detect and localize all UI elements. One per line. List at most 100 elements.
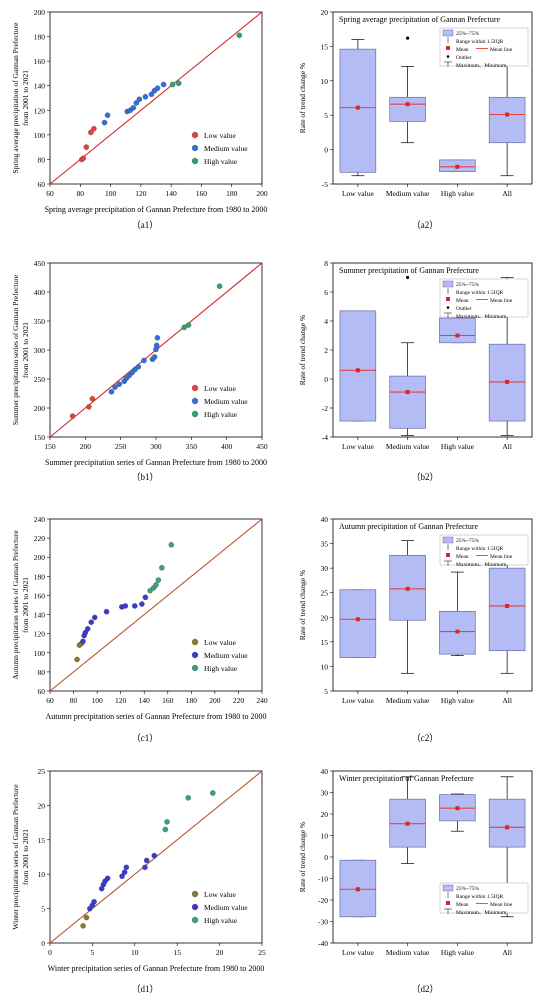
data-point: [104, 875, 111, 882]
legend-label: Range within 1.5IQR: [456, 546, 504, 552]
legend-label: Maximum、Minimum: [456, 562, 507, 568]
x-category-label: All: [502, 189, 512, 198]
x-category-label: All: [502, 948, 512, 957]
x-axis-label: Spring average precipitation of Gannan P…: [45, 205, 268, 214]
legend-marker: [191, 638, 199, 646]
plot-frame: [332, 518, 533, 692]
panel-a2: （a2） -5 0 5 10 15 20 Low value Medium value High …: [298, 8, 533, 230]
legend-marker: [191, 144, 199, 152]
x-axis-label: Summer precipitation series of Gannan Pr…: [45, 458, 267, 467]
panel-b2: （b2） -4 -2 0 2 4 6 8 Low value Medium value High v…: [298, 259, 533, 482]
y-tick-label: 15: [38, 836, 46, 845]
data-point: [130, 105, 137, 111]
legend-maxmin-swatch: [444, 560, 452, 566]
legend-label: 25%~75%: [456, 282, 480, 288]
legend-label: High value: [204, 410, 238, 419]
panel-c2: （c2） 5 10 15 20 25 30 35 40 Low value Medium value…: [298, 515, 533, 743]
legend-marker: [191, 903, 199, 911]
legend-maxmin-swatch: [444, 908, 452, 914]
data-point: [136, 96, 143, 102]
y-tick-label: 30: [321, 789, 329, 798]
x-tick-label: 80: [77, 189, 85, 198]
legend-label: Mean line: [490, 47, 513, 53]
legend-label: Low value: [204, 890, 237, 899]
legend-box: [439, 278, 529, 318]
y-tick-label: 20: [321, 8, 329, 17]
data-point: [103, 608, 110, 615]
data-point: [86, 404, 92, 410]
data-point: [139, 601, 145, 607]
mean-marker: [455, 629, 460, 634]
mean-marker: [505, 603, 510, 608]
y-tick-label: 60: [38, 180, 46, 189]
y-tick-label: 0: [41, 939, 45, 948]
legend-label: Mean line: [490, 902, 513, 908]
x-tick-label: 180: [226, 189, 238, 198]
data-point: [132, 603, 138, 609]
legend-label: Maximum、Minimum: [456, 63, 507, 69]
mean-marker: [355, 368, 360, 373]
x-tick-label: 150: [44, 442, 56, 451]
data-point: [69, 413, 76, 419]
data-point: [112, 384, 118, 390]
y-tick-label: -30: [318, 918, 328, 927]
legend-label: Outlier: [456, 306, 472, 312]
data-point: [83, 914, 90, 921]
data-point: [83, 144, 90, 150]
y-tick-label: 0: [324, 853, 328, 862]
legend-label: Mean: [456, 902, 469, 908]
legend-label: Medium value: [204, 651, 248, 660]
outlier-point: [406, 275, 410, 280]
mean-marker: [355, 617, 360, 622]
y-axis-label: Rate of trend change %: [298, 570, 307, 640]
legend-box: [439, 534, 529, 566]
y-tick-label: 180: [34, 572, 46, 581]
x-tick-label: 450: [256, 442, 268, 451]
data-point: [91, 898, 97, 905]
x-tick-label: 160: [162, 696, 174, 705]
x-category-label: High value: [441, 948, 475, 957]
y-tick-label: 2: [324, 346, 328, 355]
panel-caption: （d2）: [411, 984, 438, 994]
y-tick-label: 180: [34, 33, 46, 42]
y-tick-label: 35: [321, 540, 329, 549]
plot-frame: [332, 770, 533, 944]
y-tick-label: 220: [34, 534, 46, 543]
data-point: [80, 155, 87, 161]
y-axis-label: Rate of trend change %: [298, 315, 307, 385]
y-axis-label: from 2001 to 2021: [21, 322, 30, 378]
x-category-label: Low value: [342, 442, 375, 451]
mean-marker: [455, 164, 460, 169]
box-high-value: [439, 571, 476, 656]
data-point: [216, 283, 223, 289]
mean-marker: [505, 825, 510, 830]
chart-title: Autumn precipitation of Gannan Prefectur…: [339, 522, 479, 531]
x-tick-label: 60: [46, 696, 54, 705]
y-tick-label: 250: [34, 375, 46, 384]
y-tick-label: 10: [38, 870, 46, 879]
mean-marker: [455, 333, 460, 338]
legend-label: Mean: [456, 298, 469, 304]
y-tick-label: -2: [322, 404, 328, 413]
y-tick-label: 8: [324, 259, 328, 268]
y-tick-label: 10: [321, 832, 329, 841]
y-tick-label: 80: [38, 668, 46, 677]
y-axis-label: Winter precipitation series of Gannan Pr…: [11, 784, 20, 930]
legend-label: High value: [204, 916, 238, 925]
y-tick-label: 140: [34, 611, 46, 620]
x-tick-label: 160: [196, 189, 208, 198]
legend-iqr-swatch: [442, 884, 454, 892]
plot-frame: [49, 770, 263, 944]
x-tick-label: 140: [166, 189, 178, 198]
legend-marker: [191, 651, 199, 659]
data-point: [91, 125, 97, 132]
y-tick-label: -4: [322, 433, 328, 442]
legend-marker: [191, 916, 199, 924]
x-tick-label: 200: [256, 189, 268, 198]
x-tick-label: 300: [150, 442, 162, 451]
y-axis-label: Autumn precipitation series of Gannan Pr…: [11, 530, 20, 680]
data-point: [142, 94, 149, 100]
mean-marker: [405, 102, 410, 107]
